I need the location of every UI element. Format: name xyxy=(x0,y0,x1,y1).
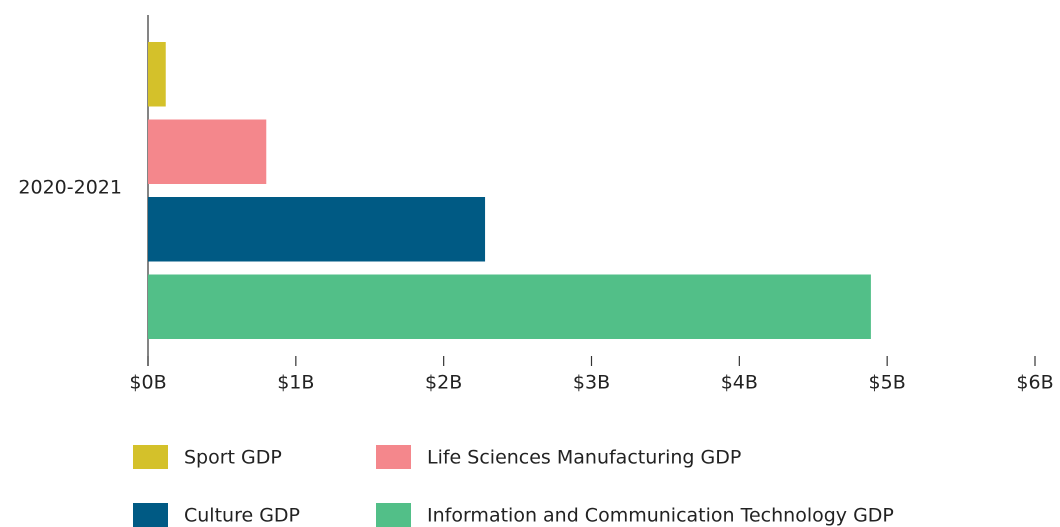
x-tick-label: $5B xyxy=(869,372,906,394)
x-tick-label: $4B xyxy=(721,372,758,394)
bar xyxy=(148,119,267,184)
legend-label: Life Sciences Manufacturing GDP xyxy=(427,447,741,469)
x-tick-label: $2B xyxy=(425,372,462,394)
bar xyxy=(148,42,166,107)
x-tick-label: $3B xyxy=(573,372,610,394)
legend-label: Information and Communication Technology… xyxy=(427,505,894,527)
legend-swatch xyxy=(376,445,411,469)
y-tick-label: 2020-2021 xyxy=(18,177,122,199)
x-tick-label: $1B xyxy=(277,372,314,394)
legend-swatch xyxy=(133,445,168,469)
legend-label: Culture GDP xyxy=(184,505,300,527)
bar xyxy=(148,274,871,339)
legend-swatch xyxy=(133,503,168,527)
x-tick-label: $0B xyxy=(129,372,166,394)
x-tick-label: $6B xyxy=(1016,372,1053,394)
legend-label: Sport GDP xyxy=(184,447,282,469)
legend-swatch xyxy=(376,503,411,527)
bar xyxy=(148,197,486,262)
